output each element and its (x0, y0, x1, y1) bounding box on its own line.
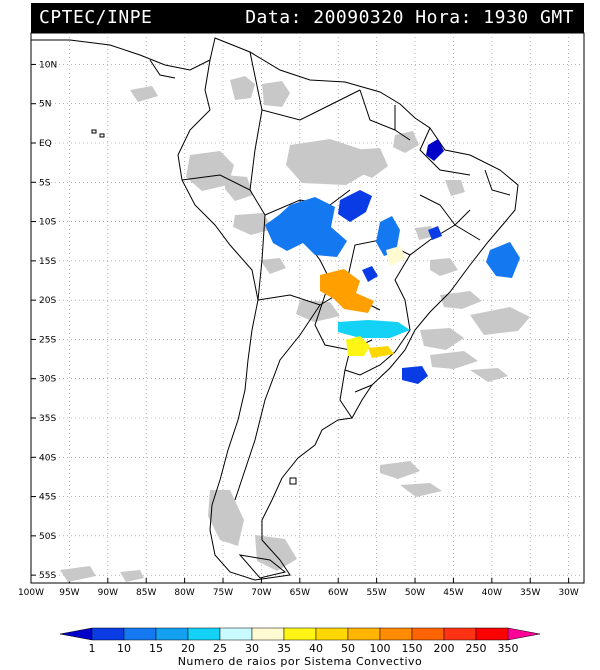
colorbar-label: 25 (213, 642, 227, 655)
lon-tick-label: 100W (18, 588, 44, 598)
system-blue-small (428, 226, 442, 240)
system-navy-northeast (426, 139, 444, 161)
lat-tick-label: 5N (39, 100, 51, 110)
colorbar-segment (475, 627, 509, 641)
colorbar-segment (443, 627, 477, 641)
map-header: CPTEC/INPE Data: 20090320 Hora: 1930 GMT (31, 3, 584, 33)
colorbar-segment (219, 627, 253, 641)
system-blue-center (376, 216, 400, 256)
system-gold (368, 346, 394, 358)
colorbar-segment (59, 627, 93, 641)
colorbar-label: 50 (341, 642, 355, 655)
lon-tick-label: 40W (482, 588, 502, 598)
lat-tick-label: 45S (39, 493, 56, 503)
system-blue-mid (362, 266, 378, 282)
system-orange (320, 269, 374, 313)
colorbar-label: 200 (434, 642, 455, 655)
system-yellow (346, 336, 370, 356)
lat-tick-label: 5S (39, 178, 51, 188)
lat-tick-label: 10S (39, 218, 56, 228)
system-lightyellow (386, 246, 406, 266)
colorbar-segment (123, 627, 157, 641)
colorbar-label: 100 (370, 642, 391, 655)
colorbar-label: 20 (181, 642, 195, 655)
lightning-systems (265, 139, 520, 384)
colorbar-labels: 1 10 15 20 25 30 35 40 50 100 150 200 250 350 (89, 642, 519, 655)
lat-tick-label: 30S (39, 375, 56, 385)
colorbar-label: 40 (309, 642, 323, 655)
system-blue-west (265, 197, 347, 257)
lon-tick-label: 80W (174, 588, 194, 598)
colorbar-label: 10 (117, 642, 131, 655)
colorbar-segment (507, 627, 541, 641)
latitude-labels: 10N 5N EQ 5S 10S 15S 20S 25S 30S 35S 40S 45S 50S 55S (39, 60, 57, 581)
lat-tick-label: 25S (39, 335, 56, 345)
longitude-labels: 100W 95W 90W 85W 80W 75W 70W 65W 60W 55W 50W 45W 40W… (18, 588, 579, 598)
lon-tick-label: 35W (520, 588, 540, 598)
colorbar-segment (347, 627, 381, 641)
colorbar (59, 627, 541, 641)
system-blue-coast (486, 242, 520, 278)
lon-tick-label: 75W (213, 588, 233, 598)
colorbar-segment (379, 627, 413, 641)
datetime-label: Data: 20090320 Hora: 1930 GMT (245, 7, 574, 28)
system-cyan (338, 320, 410, 338)
cloud-cover (60, 76, 530, 582)
lat-tick-label: EQ (39, 139, 52, 149)
source-label: CPTEC/INPE (39, 7, 153, 28)
colorbar-segment (283, 627, 317, 641)
lat-tick-label: 55S (39, 571, 56, 581)
colorbar-label: 35 (277, 642, 291, 655)
colorbar-label: 150 (402, 642, 423, 655)
lon-tick-label: 30W (558, 588, 578, 598)
colorbar-segment (251, 627, 285, 641)
lat-tick-label: 35S (39, 414, 56, 424)
colorbar-label: 250 (466, 642, 487, 655)
lon-tick-label: 70W (251, 588, 271, 598)
colorbar-segment (155, 627, 189, 641)
lon-tick-label: 50W (405, 588, 425, 598)
colorbar-label: 1 (89, 642, 96, 655)
colorbar-segment (411, 627, 445, 641)
lat-tick-label: 20S (39, 296, 56, 306)
system-blue-south (402, 366, 428, 384)
lon-tick-label: 85W (136, 588, 156, 598)
lat-tick-label: 50S (39, 532, 56, 542)
lon-tick-label: 95W (59, 588, 79, 598)
lon-tick-label: 45W (443, 588, 463, 598)
lat-tick-label: 10N (39, 60, 57, 70)
colorbar-segment (187, 627, 221, 641)
lon-tick-label: 60W (328, 588, 348, 598)
colorbar-segment (91, 627, 125, 641)
colorbar-caption: Numero de raios por Sistema Convectivo (177, 655, 423, 668)
colorbar-label: 30 (245, 642, 259, 655)
lon-tick-label: 55W (366, 588, 386, 598)
lat-tick-label: 40S (39, 453, 56, 463)
system-darkblue-north (338, 190, 372, 222)
colorbar-segment (315, 627, 349, 641)
lat-tick-label: 15S (39, 257, 56, 267)
lon-tick-label: 90W (98, 588, 118, 598)
colorbar-label: 15 (149, 642, 163, 655)
colorbar-label: 350 (498, 642, 519, 655)
lon-tick-label: 65W (290, 588, 310, 598)
